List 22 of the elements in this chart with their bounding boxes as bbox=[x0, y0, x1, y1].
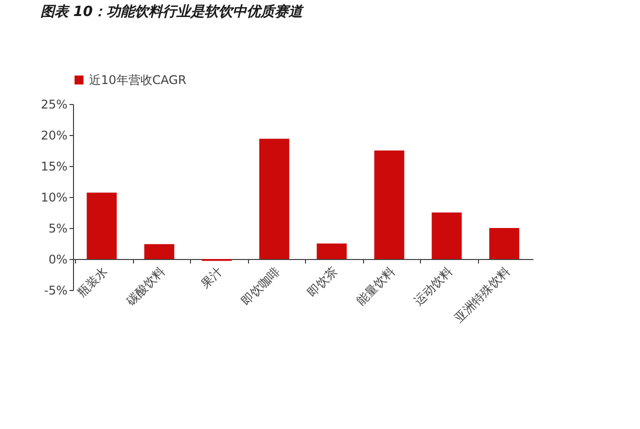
bar bbox=[374, 150, 404, 259]
bar bbox=[86, 192, 117, 259]
x-tick-label: 碳酸饮料 bbox=[123, 264, 168, 309]
y-tick-label: 15% bbox=[40, 160, 68, 174]
x-tick-label: 能量饮料 bbox=[354, 264, 398, 308]
y-tick-label: 10% bbox=[40, 190, 68, 204]
bar bbox=[259, 138, 290, 259]
x-tick-label: 即饮咖啡 bbox=[238, 264, 283, 308]
y-tick-label: 5% bbox=[48, 222, 68, 236]
y-tick-label: 25% bbox=[40, 98, 68, 112]
bar bbox=[316, 244, 347, 259]
chart-title: 图表 10：功能饮料行业是软饮中优质赛道 bbox=[40, 3, 305, 20]
y-tick-label: 0% bbox=[48, 252, 68, 266]
y-tick-label: 20% bbox=[40, 128, 68, 142]
x-tick-label: 果汁 bbox=[198, 264, 226, 291]
x-tick-label: 瓶装水 bbox=[74, 264, 110, 300]
x-tick-label: 即饮茶 bbox=[304, 264, 340, 300]
legend-label: 近10年营收CAGR bbox=[89, 73, 186, 87]
bar bbox=[432, 212, 462, 259]
y-tick-label: -5% bbox=[44, 284, 68, 298]
bar bbox=[144, 244, 174, 259]
bar bbox=[489, 228, 520, 259]
